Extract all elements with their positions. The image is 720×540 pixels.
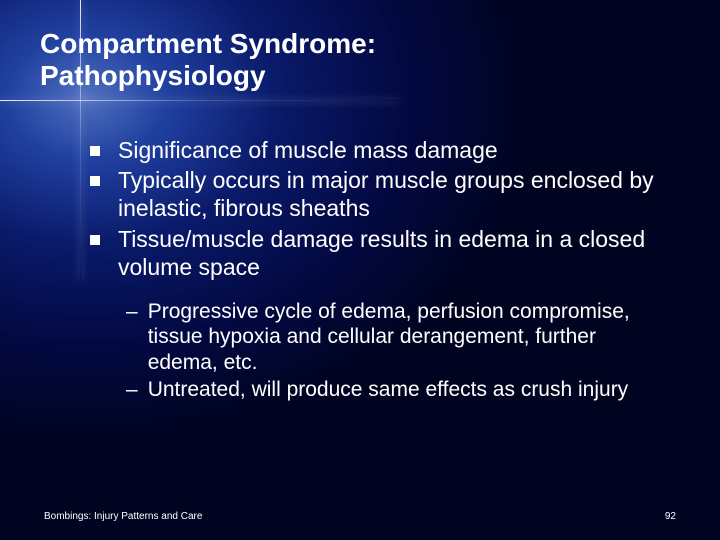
bullet-text: Typically occurs in major muscle groups …: [118, 166, 670, 222]
bullet-item: Tissue/muscle damage results in edema in…: [90, 225, 670, 281]
bullet-item: Typically occurs in major muscle groups …: [90, 166, 670, 222]
sub-bullet-item: – Progressive cycle of edema, perfusion …: [126, 299, 660, 376]
dash-bullet-icon: –: [126, 377, 138, 403]
bullet-list: Significance of muscle mass damage Typic…: [90, 136, 670, 280]
square-bullet-icon: [90, 235, 100, 245]
sub-bullet-text: Progressive cycle of edema, perfusion co…: [148, 299, 660, 376]
title-line-1: Compartment Syndrome:: [40, 28, 376, 59]
sub-bullet-text: Untreated, will produce same effects as …: [148, 377, 629, 403]
lens-flare-vertical: [80, 0, 81, 280]
slide-title: Compartment Syndrome: Pathophysiology: [40, 28, 680, 92]
sub-bullet-list: – Progressive cycle of edema, perfusion …: [126, 299, 660, 403]
footer: Bombings: Injury Patterns and Care 92: [0, 511, 720, 522]
footer-left: Bombings: Injury Patterns and Care: [44, 511, 202, 522]
lens-flare-horizontal: [0, 100, 400, 101]
title-line-2: Pathophysiology: [40, 60, 266, 91]
bullet-text: Tissue/muscle damage results in edema in…: [118, 225, 670, 281]
sub-bullet-item: – Untreated, will produce same effects a…: [126, 377, 660, 403]
square-bullet-icon: [90, 146, 100, 156]
dash-bullet-icon: –: [126, 299, 138, 325]
slide-number: 92: [665, 511, 676, 522]
square-bullet-icon: [90, 176, 100, 186]
bullet-text: Significance of muscle mass damage: [118, 136, 498, 164]
bullet-item: Significance of muscle mass damage: [90, 136, 670, 164]
slide: Compartment Syndrome: Pathophysiology Si…: [0, 0, 720, 540]
